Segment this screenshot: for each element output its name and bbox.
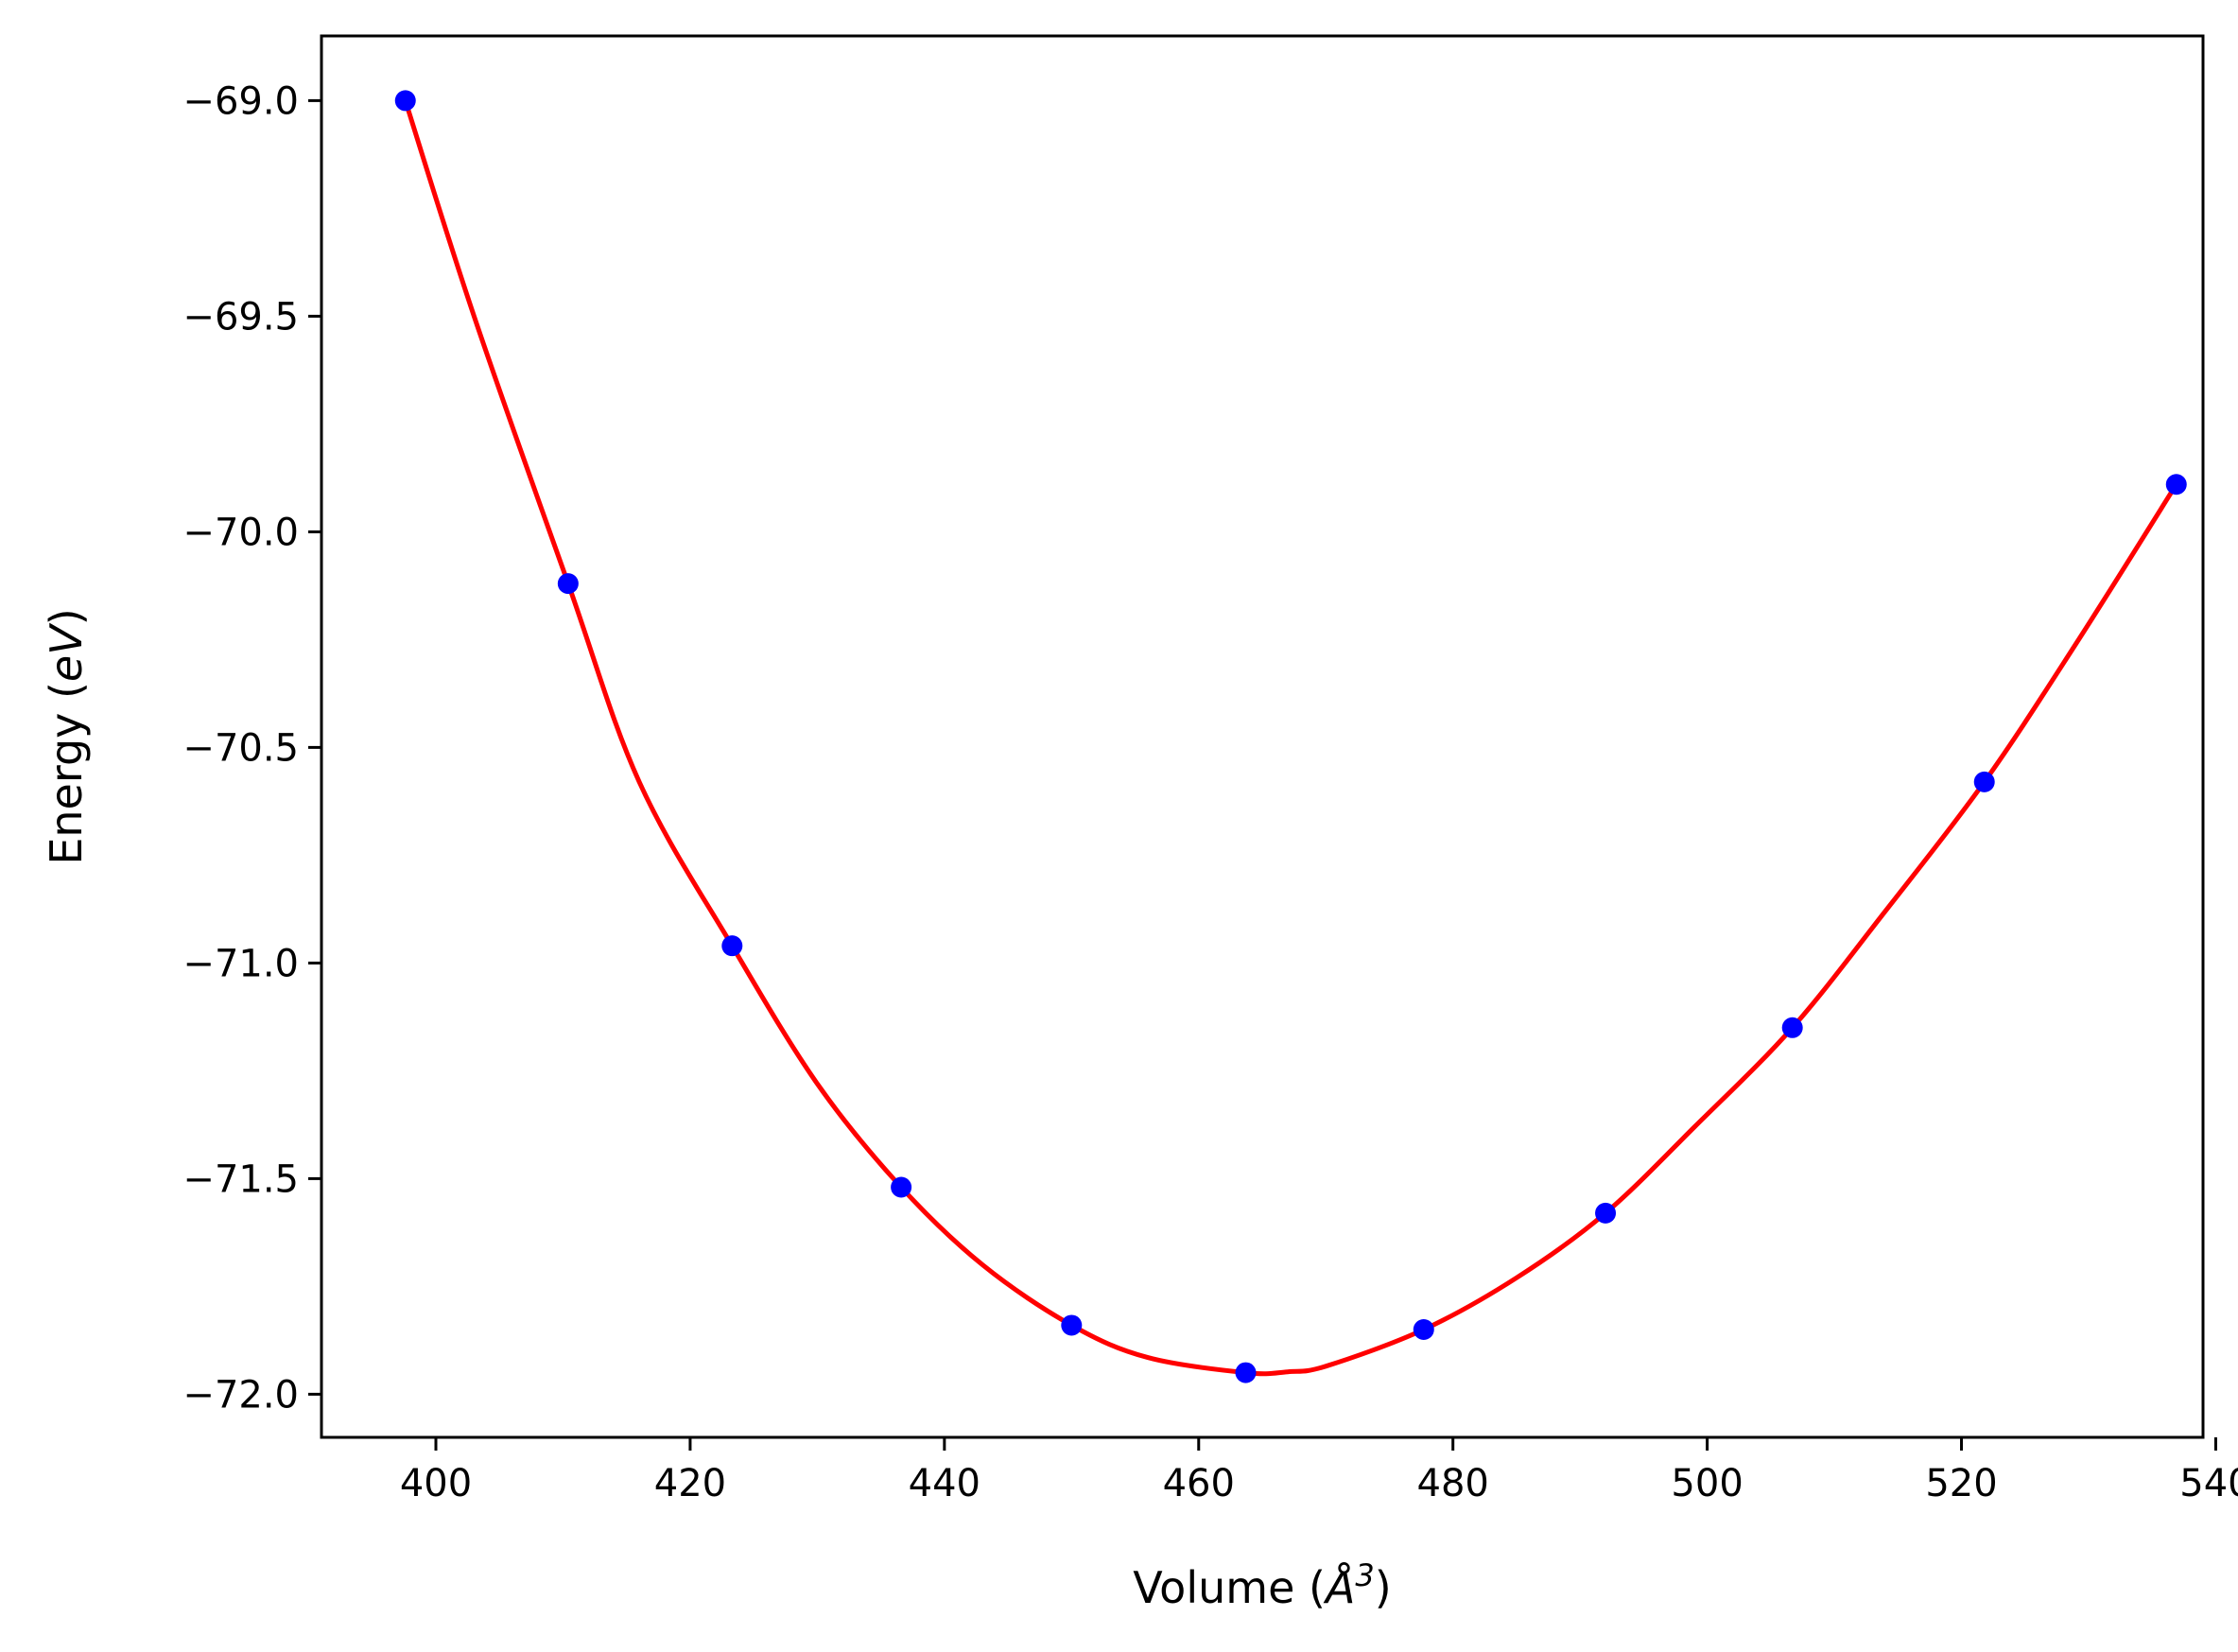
data-point <box>2165 474 2187 496</box>
x-axis-label: Volume (Å3) <box>1133 1557 1391 1613</box>
data-point <box>891 1176 912 1198</box>
data-point <box>1595 1202 1617 1224</box>
data-point <box>721 935 743 957</box>
x-tick-label: 520 <box>1925 1462 1997 1505</box>
data-point <box>1781 1017 1803 1038</box>
y-tick-label: −72.0 <box>182 1373 299 1417</box>
x-tick-label: 440 <box>909 1462 980 1505</box>
plot-area-frame <box>320 34 2205 1439</box>
x-tick-label: 540 <box>2179 1462 2238 1505</box>
data-points <box>394 90 2187 1383</box>
data-point <box>557 573 579 595</box>
y-axis-label-text: Energy ( <box>41 682 92 865</box>
y-tick-label: −70.0 <box>182 511 299 554</box>
y-axis-label-close: ) <box>41 608 92 625</box>
x-axis-ticks: 400 420 440 460 480 500 520 540 <box>400 1437 2238 1505</box>
x-tick-label: 460 <box>1163 1462 1235 1505</box>
data-point <box>1413 1319 1434 1340</box>
data-point <box>1061 1314 1083 1336</box>
x-axis-label-power: 3 <box>1355 1557 1374 1593</box>
y-tick-label: −70.5 <box>182 726 299 770</box>
x-axis-label-close: ) <box>1375 1562 1392 1613</box>
x-tick-label: 400 <box>400 1462 472 1505</box>
y-tick-label: −71.5 <box>182 1157 299 1201</box>
data-point <box>394 90 416 112</box>
x-axis-label-symbol: Å <box>1323 1562 1355 1613</box>
data-point <box>1973 771 1995 792</box>
data-point <box>1235 1362 1257 1383</box>
x-tick-label: 480 <box>1417 1462 1489 1505</box>
x-tick-label: 420 <box>654 1462 726 1505</box>
y-axis-label-unit: eV <box>41 622 92 682</box>
y-tick-label: −71.0 <box>182 942 299 985</box>
y-axis-ticks: −69.0 −69.5 −70.0 −70.5 −71.0 −71.5 −72.0 <box>182 79 321 1417</box>
y-tick-label: −69.0 <box>182 79 299 123</box>
x-tick-label: 500 <box>1671 1462 1743 1505</box>
y-axis-label: Energy (eV) <box>41 608 92 864</box>
y-tick-label: −69.5 <box>182 295 299 339</box>
x-axis-label-text: Volume ( <box>1133 1562 1326 1613</box>
